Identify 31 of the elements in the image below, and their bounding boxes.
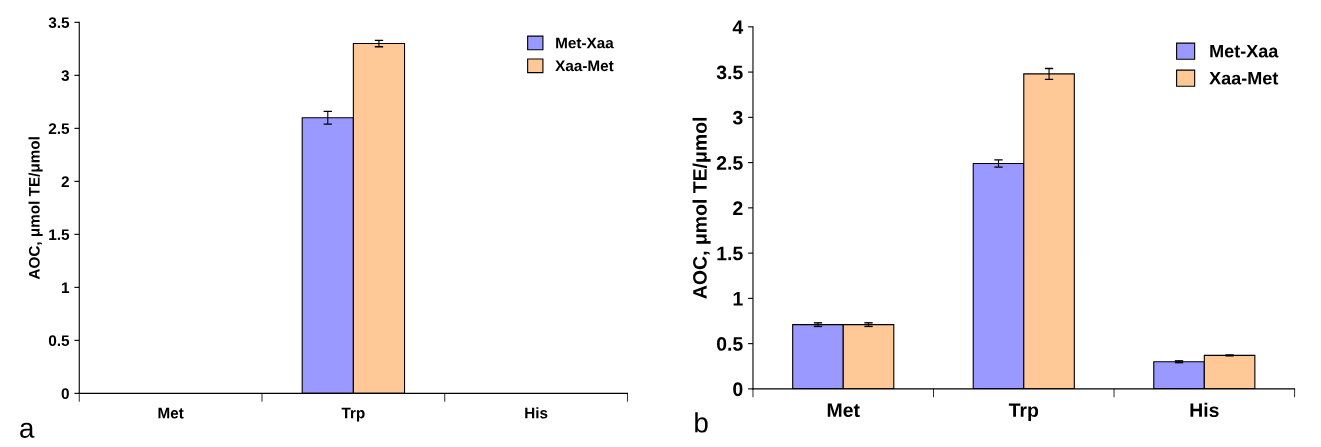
y-tick-label: 0	[61, 388, 69, 400]
y-tick-label: 3	[61, 70, 69, 82]
y-tick-label: 3.5	[48, 17, 70, 29]
x-tick-label: Trp	[341, 407, 365, 422]
legend-label: Met-Xaa	[1210, 44, 1279, 58]
y-axis-title: AOC, μmol TE/μmol	[28, 137, 43, 280]
y-tick-label: 2.5	[48, 123, 70, 135]
y-tick-label: 1	[62, 282, 70, 293]
text: a	[20, 422, 35, 438]
y-tick-label: 2	[733, 201, 743, 215]
y-tick-label: 2.5	[716, 156, 743, 170]
legend-label: Xaa-Met	[555, 60, 614, 72]
y-tick-label: 2	[61, 176, 69, 187]
y-tick-label: 3.5	[716, 65, 743, 80]
x-tick-label: His	[1190, 402, 1219, 418]
x-tick-label: Met	[158, 407, 184, 419]
y-axis-title: AOC, μmol TE/μmol	[692, 117, 711, 299]
x-tick-label: His	[525, 407, 548, 419]
y-tick-label: 3	[732, 110, 743, 125]
legend-label: Met-Xaa	[556, 37, 614, 49]
y-tick-label: 0	[733, 382, 743, 397]
y-tick-label: 1.5	[49, 229, 70, 241]
y-tick-label: 4	[732, 20, 744, 34]
y-tick-label: 0.5	[48, 335, 70, 347]
legend-label: Xaa-Met	[1209, 71, 1279, 85]
x-tick-label: Met	[827, 403, 860, 418]
y-tick-label: 1.5	[717, 246, 743, 261]
y-tick-label: 1	[733, 292, 743, 306]
text: b	[695, 412, 708, 433]
y-tick-label: 0.5	[716, 337, 743, 351]
x-tick-label: Trp	[1008, 403, 1039, 421]
